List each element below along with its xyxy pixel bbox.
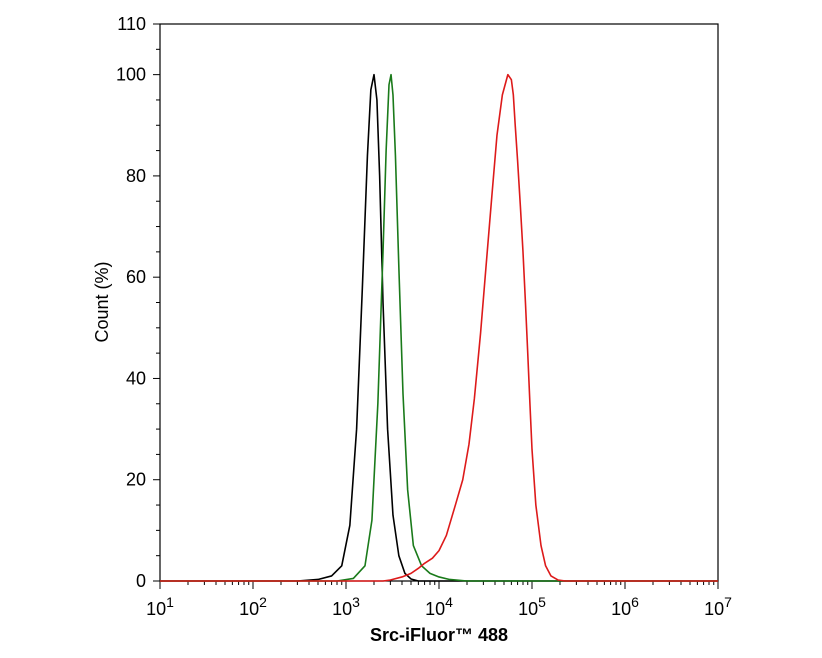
y-tick-label: 100 [116, 65, 146, 85]
x-axis-title: Src-iFluor™ 488 [370, 625, 508, 645]
x-tick-label: 105 [518, 594, 546, 619]
plot-frame [159, 23, 719, 582]
y-tick-label: 110 [117, 14, 146, 34]
x-tick-label: 106 [611, 594, 639, 619]
x-tick-label: 107 [704, 594, 732, 619]
y-tick-label: 0 [136, 571, 146, 591]
plot-area: 0 20 40 60 80 100 110 101 102 103 104 105 106 107 [116, 14, 732, 619]
y-tick-label: 80 [126, 166, 146, 186]
y-tick-label: 40 [126, 368, 146, 388]
series-layer [160, 73, 718, 582]
x-tick-label: 104 [425, 594, 453, 619]
x-axis-ticks: 101 102 103 104 105 106 107 [146, 581, 732, 619]
x-tick-label: 103 [332, 594, 360, 619]
x-tick-label: 102 [239, 594, 267, 619]
y-tick-label: 60 [126, 267, 146, 287]
series-line-1 [160, 73, 718, 582]
x-tick-label: 101 [146, 594, 174, 619]
y-tick-label: 20 [126, 470, 146, 490]
series-line-3 [160, 73, 718, 582]
y-axis-title: Count (%) [92, 261, 112, 342]
y-axis-ticks: 0 20 40 60 80 100 110 [116, 14, 160, 591]
series-line-2 [160, 73, 718, 582]
